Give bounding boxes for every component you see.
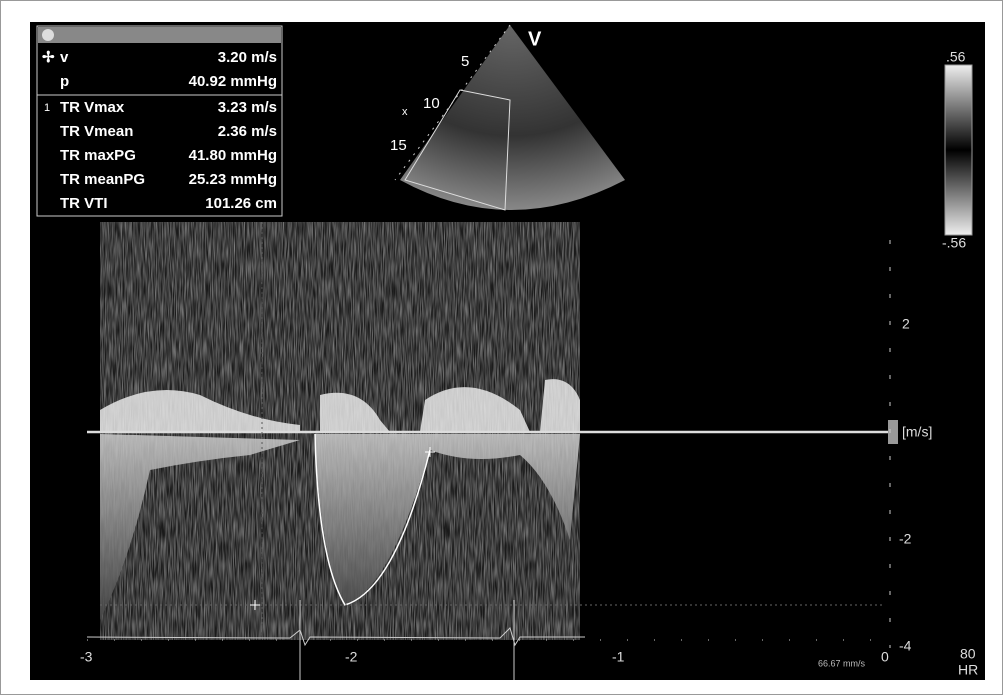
echo-marker: x <box>402 106 408 118</box>
view-label: V <box>528 28 542 50</box>
row-label: TR Vmax <box>60 99 125 116</box>
row-value: 40.92 mmHg <box>189 73 277 90</box>
row-value: 101.26 cm <box>205 195 277 212</box>
measurement-index: 1 <box>44 102 50 114</box>
panel-icon <box>42 29 54 41</box>
depth-mark: 5 <box>461 53 469 70</box>
color-bar-min: -.56 <box>942 235 966 251</box>
page: ✢ v 3.20 m/s p 40.92 mmHg 1 TR Vmax 3.23 … <box>0 0 1003 695</box>
sweep-speed: 66.67 mm/s <box>818 658 866 668</box>
row-label: TR meanPG <box>60 171 145 188</box>
velocity-unit: [m/s] <box>902 424 932 440</box>
row-value: 25.23 mmHg <box>189 171 277 188</box>
row-value: 3.20 m/s <box>218 49 277 66</box>
color-bar <box>945 65 972 235</box>
time-tick: 0 <box>881 649 889 665</box>
heart-rate-label: HR <box>958 662 978 678</box>
row-label: TR maxPG <box>60 147 136 164</box>
row-label: TR Vmean <box>60 123 133 140</box>
velocity-tick: 2 <box>902 316 910 332</box>
row-label: v <box>60 49 69 66</box>
row-label: TR VTI <box>60 195 108 212</box>
color-bar-max: .56 <box>946 49 966 65</box>
cursor-icon: ✢ <box>42 49 55 66</box>
time-tick: -3 <box>80 649 93 665</box>
velocity-tick: -4 <box>899 638 912 654</box>
time-tick: -1 <box>612 649 625 665</box>
panel-header <box>38 27 281 43</box>
depth-mark: 15 <box>390 137 407 154</box>
row-value: 3.23 m/s <box>218 99 277 116</box>
depth-mark: 10 <box>423 95 440 112</box>
velocity-tick: -2 <box>899 531 912 547</box>
screenshot: ✢ v 3.20 m/s p 40.92 mmHg 1 TR Vmax 3.23 … <box>0 0 1003 695</box>
row-value: 41.80 mmHg <box>189 147 277 164</box>
time-tick: -2 <box>345 649 358 665</box>
heart-rate: 80 <box>960 646 976 662</box>
row-value: 2.36 m/s <box>218 123 277 140</box>
row-label: p <box>60 73 69 90</box>
